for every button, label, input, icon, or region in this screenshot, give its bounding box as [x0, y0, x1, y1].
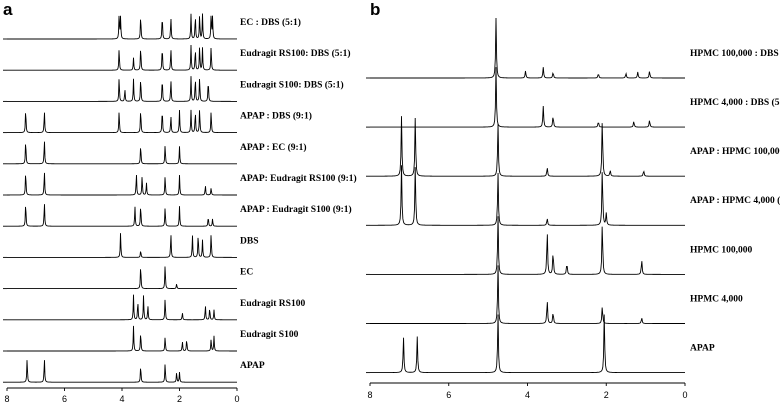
panel-a-trace-label: DBS: [240, 236, 258, 246]
panel-a-spectrum-8: [7, 233, 237, 258]
panel-b-x-tick-label: 2: [604, 390, 609, 400]
panel-a-letter: a: [3, 0, 13, 19]
panel-a-spectrum-4: [7, 109, 237, 134]
panel-b-trace-label: APAP : HPMC 100,000 (9:1): [690, 146, 780, 157]
panel-b-trace-label: HPMC 4,000: [690, 294, 743, 304]
panel-b-trace-label: APAP : HPMC 4,000 (9:1): [690, 195, 780, 206]
panel-b-trace-label: APAP: [690, 344, 715, 354]
panel-a-trace-label: EC : DBS (5:1): [240, 17, 301, 28]
panel-a-trace-label: Eudragit S100: DBS (5:1): [240, 79, 344, 90]
panel-a-x-tick-label: 6: [62, 394, 67, 403]
panel-b-x-tick-label: 8: [367, 390, 372, 400]
panel-b-chart: 8 6 4 2 0 HPMC 100,000 : DBS (5:1) HPMC 4,000 …: [366, 17, 780, 400]
panel-b-x-tick-label: 4: [525, 390, 530, 400]
panel-b-spectrum-4: [370, 165, 685, 226]
panel-b-trace-label: HPMC 100,000: [690, 245, 753, 255]
panel-a-spectrum-5: [7, 141, 237, 165]
panel-b-spectrum-1: [370, 17, 685, 79]
panel-b-trace-label: HPMC 100,000 : DBS (5:1): [690, 48, 780, 59]
panel-a-trace-label: APAP : DBS (9:1): [240, 111, 312, 122]
panel-a-x-tick-label: 4: [119, 394, 124, 403]
panel-a-trace-label: APAP: [240, 361, 265, 371]
panel-a-chart: 8 6 4 2 0 EC : DBS (5:1) Eudragit RS100: DBS (…: [3, 13, 357, 403]
panel-a-trace-label: APAP: Eudragit RS100 (9:1): [240, 173, 357, 184]
panel-b-trace-label: HPMC 4,000 : DBS (5:1): [690, 97, 780, 108]
panel-a-spectrum-7: [7, 204, 237, 227]
panel-b-spectrum-7: [370, 314, 685, 374]
panel-b-letter: b: [370, 0, 380, 19]
panel-a-spectrum-2: [7, 44, 237, 71]
panel-a-trace-label: Eudragit RS100: DBS (5:1): [240, 48, 351, 59]
panel-a-spectrum-11: [7, 325, 237, 352]
panel-b-spectrum-3: [370, 116, 685, 177]
panel-a-spectrum-10: [7, 294, 237, 321]
panel-b-x-tick-label: 0: [682, 390, 687, 400]
panel-a-trace-label: Eudragit S100: [240, 330, 299, 340]
panel-a-spectrum-1: [7, 13, 237, 40]
panel-a-x-tick-label: 2: [177, 394, 182, 403]
panel-a-trace-label: APAP : EC (9:1): [240, 142, 307, 153]
panel-a-spectrum-12: [7, 360, 237, 383]
panel-a-x-tick-label: 8: [4, 394, 9, 403]
panel-a-spectrum-6: [7, 172, 237, 196]
panel-a-x-tick-label: 0: [234, 394, 239, 403]
panel-b-spectrum-5: [370, 216, 686, 275]
panel-a-spectrum-3: [7, 76, 237, 102]
panel-b-x-tick-label: 6: [446, 390, 451, 400]
panel-a-trace-label: APAP : Eudragit S100 (9:1): [240, 204, 352, 215]
panel-a-spectrum-9: [7, 266, 237, 290]
panel-b-spectrum-2: [370, 67, 685, 128]
panel-a-trace-label: EC: [240, 268, 253, 278]
panel-a-trace-label: Eudragit RS100: [240, 299, 305, 309]
panel-b-spectrum-6: [370, 265, 685, 324]
